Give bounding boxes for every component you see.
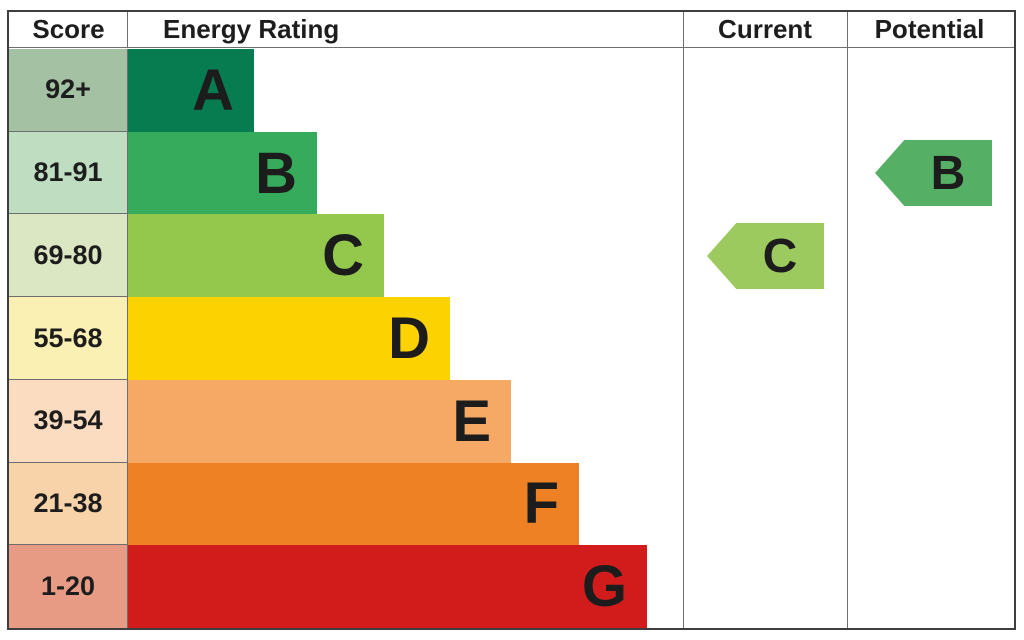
score-range-cell: 55-68	[9, 297, 128, 380]
band-bar-g: G	[128, 545, 647, 629]
current-rating-letter: C	[762, 229, 798, 283]
header-energy-rating: Energy Rating	[163, 14, 340, 44]
header-score: Score	[32, 14, 105, 44]
score-range-cell: 1-20	[9, 545, 128, 629]
band-row-e: 39-54 E	[9, 379, 683, 463]
band-letter: B	[255, 140, 297, 206]
score-range-cell: 21-38	[9, 462, 128, 546]
band-letter: G	[581, 554, 627, 620]
score-range-label: 81-91	[33, 157, 103, 188]
band-row-c: 69-80 C	[9, 214, 683, 298]
band-row-a: 92+ A	[9, 49, 683, 132]
band-bar-a: A	[128, 49, 254, 132]
band-bar-f: F	[128, 462, 579, 546]
band-letter: A	[192, 57, 234, 123]
score-range-cell: 92+	[9, 49, 128, 132]
score-range-cell: 39-54	[9, 379, 128, 463]
score-range-cell: 69-80	[9, 214, 128, 298]
current-column-divider	[683, 12, 684, 628]
band-letter: E	[452, 388, 491, 454]
band-letter: F	[523, 471, 559, 537]
header-potential: Potential	[874, 14, 985, 44]
score-range-label: 92+	[45, 74, 91, 105]
epc-rating-table: Score Energy Rating Current Potential 92…	[7, 10, 1016, 630]
table-header: Score Energy Rating Current Potential	[9, 12, 1014, 48]
current-rating-arrow: C	[707, 223, 824, 289]
band-bar-c: C	[128, 214, 384, 298]
score-range-label: 21-38	[33, 487, 103, 518]
band-row-g: 1-20 G	[9, 545, 683, 629]
band-bar-b: B	[128, 131, 317, 215]
band-letter: D	[388, 306, 430, 372]
score-range-label: 55-68	[33, 322, 103, 353]
score-range-label: 1-20	[40, 571, 96, 602]
score-column-divider	[127, 12, 128, 48]
header-current: Current	[718, 14, 812, 44]
band-row-b: 81-91 B	[9, 131, 683, 215]
band-rows: 92+ A 81-91 B 69-80 C 55-68 D 39-54 E 21…	[9, 49, 683, 629]
band-row-d: 55-68 D	[9, 297, 683, 380]
potential-rating-letter: B	[930, 146, 966, 200]
band-bar-d: D	[128, 297, 450, 380]
potential-column-divider	[847, 12, 848, 628]
band-letter: C	[322, 223, 364, 289]
potential-rating-arrow: B	[875, 140, 992, 206]
score-range-label: 39-54	[33, 405, 103, 436]
band-bar-e: E	[128, 379, 511, 463]
band-row-f: 21-38 F	[9, 462, 683, 546]
score-range-label: 69-80	[33, 239, 103, 270]
score-range-cell: 81-91	[9, 131, 128, 215]
